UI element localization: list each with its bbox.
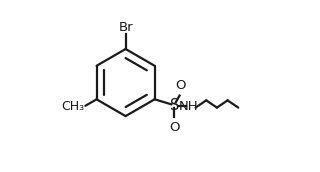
Text: NH: NH bbox=[179, 100, 199, 113]
Text: Br: Br bbox=[118, 21, 133, 34]
Text: S: S bbox=[170, 98, 179, 113]
Text: O: O bbox=[169, 121, 180, 134]
Text: CH₃: CH₃ bbox=[61, 100, 84, 113]
Text: O: O bbox=[176, 79, 186, 92]
